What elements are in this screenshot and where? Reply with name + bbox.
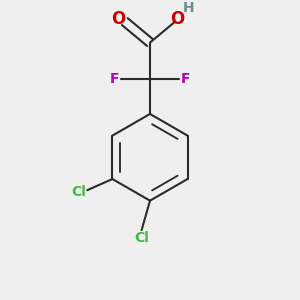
Text: F: F	[110, 72, 119, 86]
Text: Cl: Cl	[71, 184, 86, 199]
Text: Cl: Cl	[134, 231, 149, 245]
Text: O: O	[111, 11, 125, 28]
Text: O: O	[170, 10, 184, 28]
Text: H: H	[183, 1, 194, 15]
Text: F: F	[181, 72, 190, 86]
